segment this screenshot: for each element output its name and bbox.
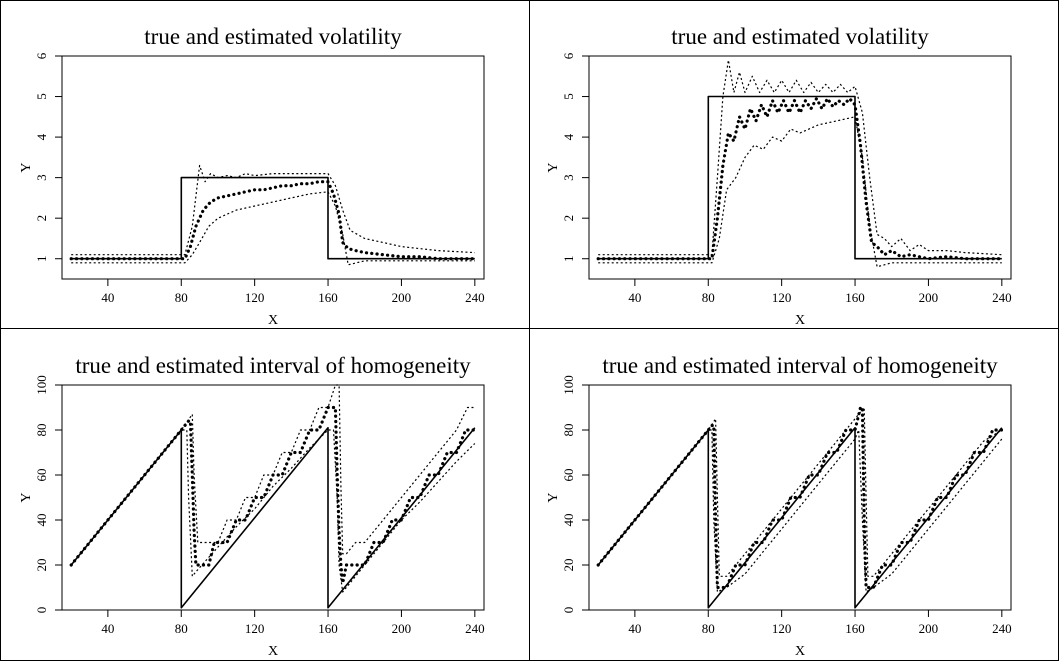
- x-tick-label: 240: [465, 290, 485, 305]
- series-line-dotted: [70, 429, 476, 593]
- x-tick-label: 40: [101, 621, 114, 636]
- y-tick-label: 5: [561, 93, 576, 100]
- y-tick-label: 4: [561, 133, 576, 140]
- y-axis-label: Y: [19, 492, 34, 502]
- x-tick-label: 200: [392, 621, 412, 636]
- x-tick-label: 80: [702, 621, 715, 636]
- x-tick-label: 160: [845, 621, 865, 636]
- x-tick-label: 160: [845, 290, 865, 305]
- y-tick-label: 80: [34, 424, 49, 437]
- y-tick-label: 6: [34, 52, 49, 59]
- chart-title: true and estimated volatility: [671, 24, 929, 49]
- x-tick-label: 80: [175, 621, 188, 636]
- plot-frame: [588, 55, 1012, 280]
- x-tick-label: 40: [101, 290, 114, 305]
- y-tick-label: 60: [561, 469, 576, 482]
- series-line-dotted: [597, 406, 1003, 577]
- series-line-dotted: [597, 429, 1003, 593]
- y-tick-label: 5: [34, 93, 49, 100]
- x-tick-label: 160: [318, 290, 338, 305]
- x-tick-label: 200: [919, 621, 939, 636]
- y-tick-label: 60: [34, 469, 49, 482]
- x-tick-label: 240: [992, 290, 1012, 305]
- y-tick-label: 6: [561, 52, 576, 59]
- x-tick-label: 40: [628, 290, 641, 305]
- y-tick-label: 0: [561, 607, 576, 614]
- y-axis-label: Y: [546, 162, 561, 172]
- series-line-bold-dotted: [596, 97, 1004, 261]
- plot-frame: [61, 55, 485, 280]
- x-axis-label: X: [795, 313, 805, 328]
- x-tick-label: 240: [992, 621, 1012, 636]
- x-tick-label: 160: [318, 621, 338, 636]
- series-line-bold-dotted: [69, 180, 477, 261]
- y-tick-label: 1: [561, 255, 576, 262]
- x-tick-label: 240: [465, 621, 485, 636]
- plot-frame: [61, 384, 485, 611]
- series-line-dotted: [71, 164, 475, 256]
- x-tick-label: 120: [772, 621, 792, 636]
- x-tick-label: 200: [392, 290, 412, 305]
- series-line-solid: [71, 176, 475, 260]
- y-tick-label: 4: [34, 133, 49, 140]
- y-tick-label: 80: [561, 424, 576, 437]
- x-tick-label: 120: [245, 621, 265, 636]
- y-tick-label: 3: [561, 174, 576, 181]
- y-tick-label: 100: [561, 375, 576, 395]
- y-tick-label: 0: [34, 607, 49, 614]
- chart-panel-3: true and estimated interval of homogenei…: [19, 353, 485, 659]
- chart-panel-1: true and estimated volatility 40 80 120 160 2…: [19, 24, 485, 328]
- y-tick-label: 2: [34, 215, 49, 222]
- x-tick-label: 120: [245, 290, 265, 305]
- y-tick-label: 40: [34, 514, 49, 527]
- x-tick-label: 80: [702, 290, 715, 305]
- series-line-dotted: [71, 191, 475, 266]
- x-tick-label: 80: [175, 290, 188, 305]
- x-tick-label: 40: [628, 621, 641, 636]
- chart-panel-4: true and estimated interval of homogenei…: [546, 353, 1012, 659]
- chart-panel-2: true and estimated volatility 40 80 120 160 2…: [546, 24, 1012, 328]
- chart-title: true and estimated interval of homogenei…: [602, 353, 998, 378]
- plot-frame: [588, 384, 1012, 611]
- x-tick-label: 200: [919, 290, 939, 305]
- y-axis-label: Y: [546, 492, 561, 502]
- y-tick-label: 2: [561, 215, 576, 222]
- x-axis-label: X: [268, 644, 278, 659]
- series-line-solid: [598, 95, 1002, 260]
- y-tick-label: 3: [34, 174, 49, 181]
- y-tick-label: 40: [561, 514, 576, 527]
- y-tick-label: 1: [34, 255, 49, 262]
- y-tick-label: 100: [34, 375, 49, 395]
- x-axis-label: X: [268, 313, 278, 328]
- y-tick-label: 20: [561, 559, 576, 572]
- series-line-bold-dotted: [69, 405, 477, 585]
- chart-title: true and estimated interval of homogenei…: [75, 353, 471, 378]
- x-axis-label: X: [795, 644, 805, 659]
- series-line-dotted: [598, 59, 1002, 256]
- series-line-solid: [597, 427, 1003, 609]
- x-tick-label: 120: [772, 290, 792, 305]
- series-line-solid: [70, 427, 476, 609]
- y-axis-label: Y: [19, 162, 34, 172]
- chart-title: true and estimated volatility: [144, 24, 402, 49]
- series-line-dotted: [70, 384, 475, 566]
- series-line-dotted: [598, 116, 1002, 268]
- y-tick-label: 20: [34, 559, 49, 572]
- series-line-bold-dotted: [596, 405, 1004, 590]
